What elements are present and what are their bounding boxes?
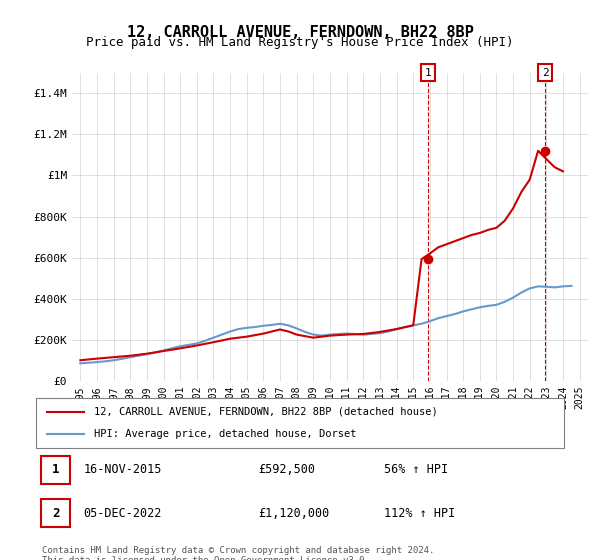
Text: 05-DEC-2022: 05-DEC-2022 bbox=[83, 507, 162, 520]
Text: 112% ↑ HPI: 112% ↑ HPI bbox=[385, 507, 456, 520]
Text: 1: 1 bbox=[424, 68, 431, 78]
FancyBboxPatch shape bbox=[41, 500, 70, 527]
Text: 1: 1 bbox=[52, 463, 59, 477]
FancyBboxPatch shape bbox=[36, 398, 564, 448]
Text: 2: 2 bbox=[52, 507, 59, 520]
Text: 12, CARROLL AVENUE, FERNDOWN, BH22 8BP: 12, CARROLL AVENUE, FERNDOWN, BH22 8BP bbox=[127, 25, 473, 40]
Text: 12, CARROLL AVENUE, FERNDOWN, BH22 8BP (detached house): 12, CARROLL AVENUE, FERNDOWN, BH22 8BP (… bbox=[94, 407, 438, 417]
Text: Contains HM Land Registry data © Crown copyright and database right 2024.
This d: Contains HM Land Registry data © Crown c… bbox=[42, 546, 434, 560]
Text: £592,500: £592,500 bbox=[258, 463, 315, 477]
Text: 16-NOV-2015: 16-NOV-2015 bbox=[83, 463, 162, 477]
Text: HPI: Average price, detached house, Dorset: HPI: Average price, detached house, Dors… bbox=[94, 429, 356, 439]
Text: £1,120,000: £1,120,000 bbox=[258, 507, 329, 520]
Text: 56% ↑ HPI: 56% ↑ HPI bbox=[385, 463, 449, 477]
Text: Price paid vs. HM Land Registry's House Price Index (HPI): Price paid vs. HM Land Registry's House … bbox=[86, 36, 514, 49]
FancyBboxPatch shape bbox=[41, 456, 70, 484]
Text: 2: 2 bbox=[542, 68, 548, 78]
